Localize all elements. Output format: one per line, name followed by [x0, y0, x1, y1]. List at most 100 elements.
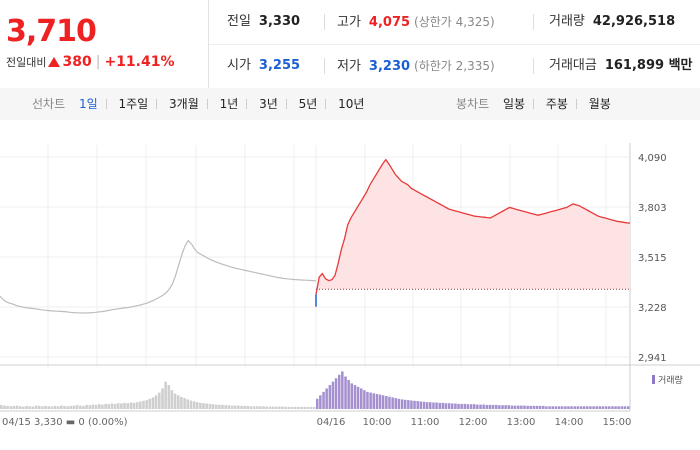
volume-bar [3, 405, 6, 409]
tab-10y[interactable]: 10년 [338, 97, 365, 111]
volume-bar [322, 391, 325, 409]
volume-bar [113, 403, 117, 409]
volume-bar [44, 405, 47, 409]
volume-bar [25, 405, 28, 409]
tab-3m[interactable]: 3개월 [169, 97, 199, 111]
volume-bar [460, 403, 463, 409]
volume-bar [205, 403, 208, 409]
volume-bar [567, 406, 570, 409]
volume-bar [520, 405, 523, 409]
volume-bar [589, 406, 592, 409]
volume-bar [12, 405, 16, 409]
volume-bar [233, 405, 237, 409]
tab-daily[interactable]: 일봉 [502, 97, 526, 111]
volume-bar [98, 404, 101, 409]
volume-bar [601, 406, 605, 409]
volume-bar [331, 381, 335, 409]
volume-bar [63, 405, 66, 409]
volume-bar [325, 388, 328, 409]
candle-chart-label: 봉차트 [456, 97, 490, 111]
volume-bar [363, 390, 366, 409]
quote-header: 3,710 전일대비 380 | +11.41% 전일 3,330 고가 4,075 (상한… [0, 0, 700, 89]
tab-1d[interactable]: 1일 [78, 97, 98, 111]
tab-1w[interactable]: 1주일 [118, 97, 149, 111]
volume-bar [202, 403, 205, 409]
volume-bar [582, 406, 586, 409]
y-tick-label: 3,803 [638, 203, 667, 214]
volume-bar [15, 405, 19, 409]
volume-bar [6, 405, 9, 409]
volume-bar [230, 405, 234, 409]
volume-bar [381, 395, 385, 409]
volume-bar [186, 399, 189, 409]
volume-bar [139, 401, 142, 409]
divider [533, 99, 535, 109]
volume-legend: 거래량 [652, 374, 683, 386]
volume-bar [523, 405, 526, 409]
volume-bar [22, 406, 25, 409]
x-tick-label: 04/16 [317, 417, 346, 428]
divider [575, 99, 577, 109]
candle-chart-tabs: 봉차트 일봉 주봉 월봉 [456, 88, 611, 120]
volume-bar [116, 403, 120, 409]
volume-bar [623, 406, 627, 409]
current-price: 3,710 [6, 14, 97, 49]
divider [533, 58, 534, 74]
volume-bar [573, 406, 576, 409]
stats-row: 시가 3,255 저가 3,230 (하한가 2,335) 거래대금 161,899 백… [209, 44, 700, 88]
tab-3y[interactable]: 3년 [259, 97, 278, 111]
x-tick-label: 15:00 [603, 417, 632, 428]
volume-bar [444, 403, 448, 409]
volume-bar [447, 403, 451, 409]
volume-bar [375, 394, 379, 409]
volume-bar [476, 404, 479, 409]
quote-stats: 전일 3,330 고가 4,075 (상한가 4,325) 거래량 42,926,518… [209, 0, 700, 88]
volume-bar [91, 404, 95, 409]
curr-day-area [316, 159, 630, 290]
volume-bar [319, 395, 322, 409]
volume-bar [53, 405, 57, 409]
volume-bar [542, 405, 545, 409]
x-tick-label: 11:00 [411, 417, 440, 428]
volume-bar [394, 398, 397, 409]
y-tick-label: 3,515 [638, 253, 667, 264]
volume-bar [438, 402, 441, 409]
volume-bar [41, 406, 44, 409]
volume-bar [598, 406, 602, 409]
price-summary: 3,710 전일대비 380 | +11.41% [0, 0, 209, 88]
x-tick-label: 13:00 [507, 417, 536, 428]
volume-bar [422, 401, 426, 409]
tab-monthly[interactable]: 월봉 [588, 97, 611, 111]
volume-bar [303, 406, 306, 409]
tab-5y[interactable]: 5년 [298, 97, 318, 111]
volume-bar [177, 395, 180, 409]
volume-bar [265, 406, 268, 409]
volume-bar [246, 405, 250, 409]
volume-bar [350, 383, 353, 409]
volume-bar [385, 396, 388, 409]
volume-bar [88, 405, 92, 409]
volume-bar [252, 406, 256, 409]
volume-bar [47, 406, 50, 409]
volume-bar [435, 402, 438, 409]
tab-1y[interactable]: 1년 [219, 97, 239, 111]
volume-bar [372, 393, 375, 409]
volume-bar [66, 406, 69, 409]
x-tick-label: 12:00 [459, 417, 488, 428]
volume-bar [154, 395, 158, 409]
change-label: 전일대비 [6, 56, 47, 69]
volume-bar [85, 404, 88, 409]
volume-bar [344, 376, 347, 409]
volume-bar [107, 404, 110, 409]
volume-bar [463, 403, 467, 409]
volume-bar [123, 402, 126, 409]
volume-bar [526, 405, 529, 409]
volume-bar [31, 406, 35, 409]
volume-bar [167, 385, 171, 409]
volume-bar [158, 392, 161, 409]
tab-weekly[interactable]: 주봉 [545, 97, 568, 111]
volume-bar [513, 405, 517, 409]
volume-bar [419, 401, 423, 409]
volume-bar [432, 402, 435, 409]
volume-bar [410, 400, 413, 409]
